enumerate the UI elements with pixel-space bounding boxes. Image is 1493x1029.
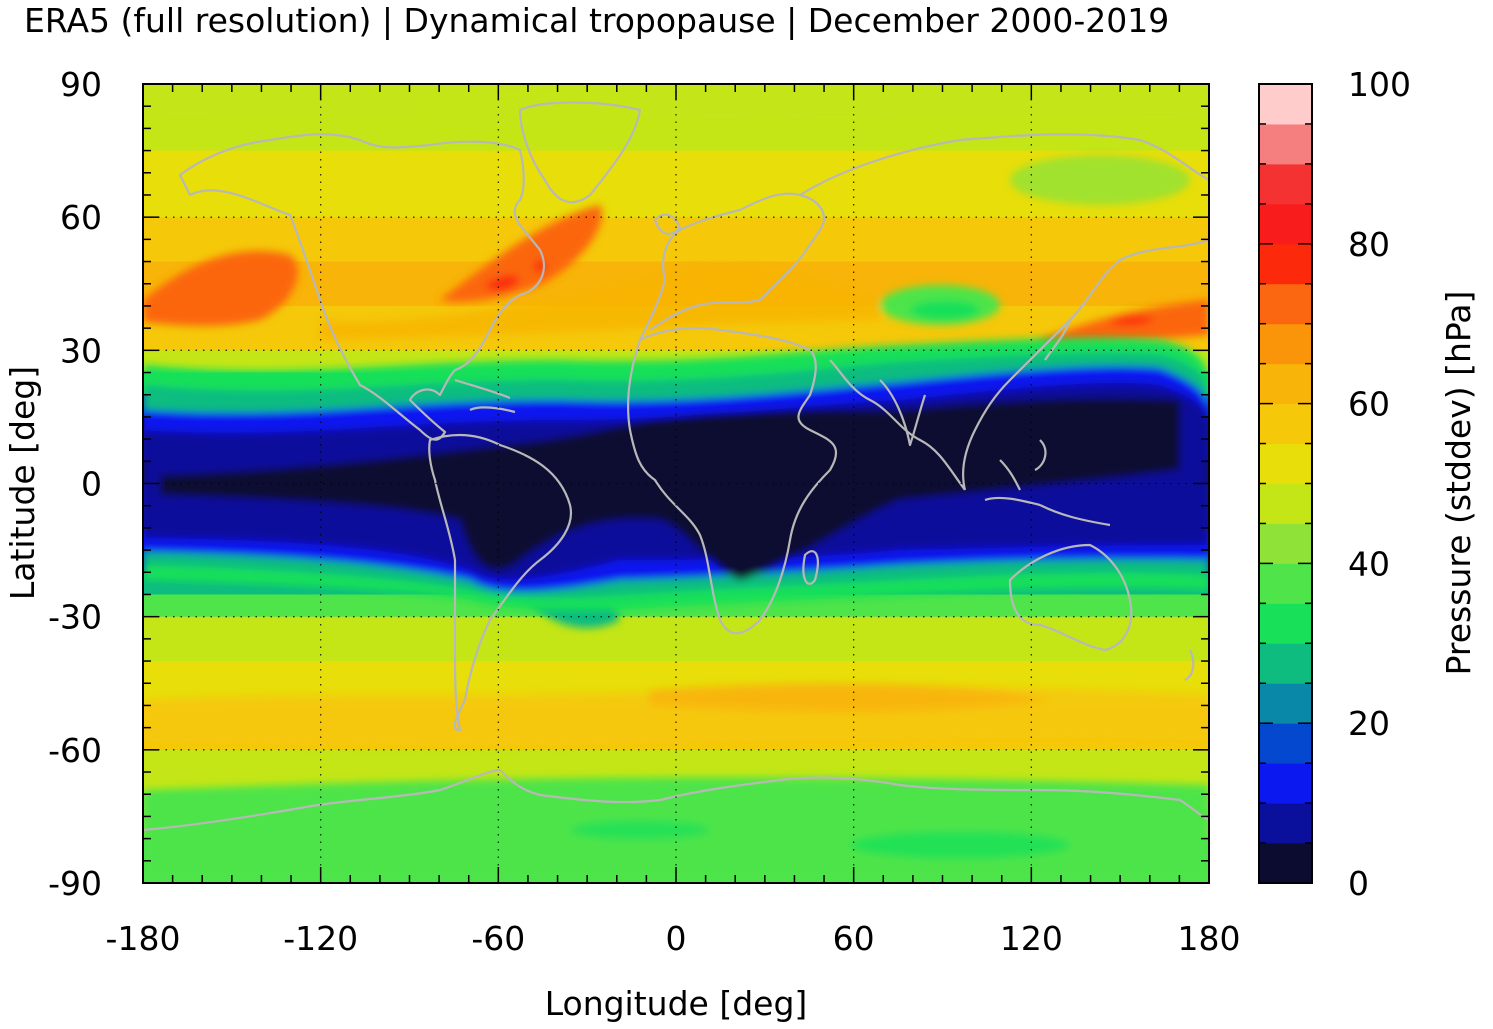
colorbar-tick-label: 80 bbox=[1348, 225, 1390, 264]
coastlines bbox=[143, 101, 1209, 832]
colorbar-label: Pressure (stddev) [hPa] bbox=[1439, 291, 1478, 676]
coast-africa bbox=[626, 326, 838, 635]
x-tick-label: -180 bbox=[106, 919, 181, 958]
coast-north-america bbox=[178, 133, 545, 441]
grid bbox=[143, 84, 1209, 883]
colorbar-tick-label: 40 bbox=[1348, 544, 1390, 583]
y-tick-label: 0 bbox=[81, 465, 102, 504]
y-tick-label: 90 bbox=[60, 65, 102, 104]
y-axis: 90 60 30 0 -30 -60 -90 bbox=[48, 65, 1209, 903]
colorbar-swatch bbox=[1259, 803, 1312, 844]
page-title: ERA5 (full resolution) | Dynamical tropo… bbox=[24, 1, 1170, 40]
colorbar-swatch bbox=[1259, 84, 1312, 125]
y-tick-label: 30 bbox=[60, 331, 102, 370]
colorbar-tick-label: 60 bbox=[1348, 385, 1390, 424]
coast-asia bbox=[799, 133, 1209, 491]
colorbar-swatch bbox=[1259, 243, 1312, 285]
colorbar-swatch bbox=[1259, 403, 1312, 445]
north-atlantic-maximum bbox=[440, 205, 602, 302]
x-tick-label: 0 bbox=[666, 919, 687, 958]
colorbar-swatch bbox=[1259, 203, 1312, 245]
colorbar-swatch bbox=[1259, 123, 1312, 165]
colorbar bbox=[1259, 84, 1312, 884]
colorbar-swatch bbox=[1259, 763, 1312, 804]
x-tick-label: 60 bbox=[833, 919, 875, 958]
y-tick-label: -30 bbox=[48, 598, 102, 637]
colorbar-swatch bbox=[1259, 723, 1312, 764]
y-tick-label: -60 bbox=[48, 731, 102, 770]
coast-antarctica bbox=[143, 768, 1209, 832]
y-tick-label: 60 bbox=[60, 198, 102, 237]
colorbar-swatch bbox=[1259, 363, 1312, 405]
colorbar-swatch bbox=[1259, 603, 1312, 644]
coast-greenland bbox=[518, 101, 642, 204]
north-pacific-maximum bbox=[143, 251, 298, 326]
x-axis-label: Longitude [deg] bbox=[545, 984, 808, 1023]
x-tick-label: -120 bbox=[283, 919, 358, 958]
x-tick-label: -60 bbox=[471, 919, 525, 958]
latitude-band bbox=[143, 217, 1209, 263]
colorbar-tick-label: 100 bbox=[1348, 65, 1411, 104]
colorbar-swatch bbox=[1259, 323, 1312, 365]
coast-australia bbox=[1008, 543, 1133, 652]
colorbar-swatch bbox=[1259, 483, 1312, 524]
colorbar-swatch bbox=[1259, 283, 1312, 325]
x-tick-label: 180 bbox=[1178, 919, 1241, 958]
x-axis: -180 -120 -60 0 60 120 180 bbox=[106, 84, 1241, 958]
y-tick-label: -90 bbox=[48, 864, 102, 903]
colorbar-swatch bbox=[1259, 443, 1312, 484]
colorbar-swatch bbox=[1259, 163, 1312, 205]
colorbar-swatch bbox=[1259, 523, 1312, 564]
colorbar-tick-label: 0 bbox=[1348, 864, 1369, 903]
heatmap-features bbox=[143, 84, 1209, 883]
coast-europe bbox=[639, 192, 825, 341]
coast-south-america bbox=[428, 433, 573, 732]
colorbar-axis: 0 20 40 60 80 100 bbox=[1259, 65, 1411, 903]
colorbar-swatch bbox=[1259, 843, 1312, 884]
x-tick-label: 120 bbox=[1000, 919, 1063, 958]
colorbar-swatch bbox=[1259, 563, 1312, 604]
colorbar-swatch bbox=[1259, 643, 1312, 684]
colorbar-tick-label: 20 bbox=[1348, 704, 1390, 743]
y-axis-label: Latitude [deg] bbox=[3, 366, 42, 600]
colorbar-swatch bbox=[1259, 683, 1312, 724]
